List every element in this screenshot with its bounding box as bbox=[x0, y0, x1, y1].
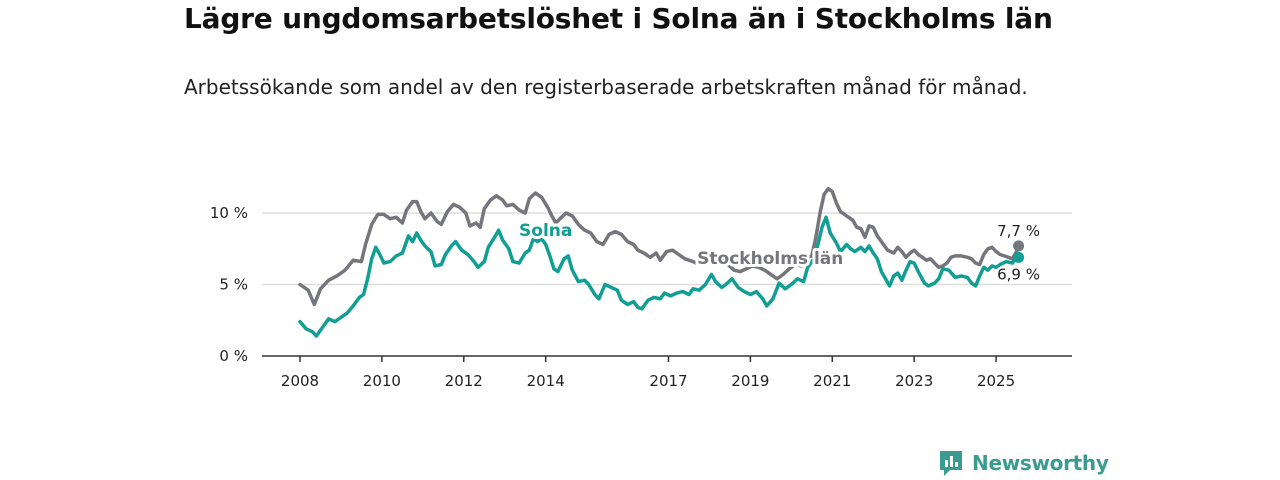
series-label-solna-halo: Solna bbox=[519, 221, 572, 241]
x-tick-label-7: 2023 bbox=[895, 372, 933, 390]
brand-name: Newsworthy bbox=[972, 451, 1109, 475]
end-value-label-solna: 6,9 % bbox=[997, 265, 1040, 283]
chart-title: Lägre ungdomsarbetslöshet i Solna än i S… bbox=[184, 2, 1053, 35]
gridlines bbox=[262, 212, 1072, 286]
x-tick-label-4: 2017 bbox=[649, 372, 687, 390]
x-tick-label-8: 2025 bbox=[977, 372, 1015, 390]
series-label-stockholm: Stockholms län bbox=[697, 249, 843, 269]
newsworthy-logo-icon bbox=[940, 451, 962, 476]
x-tick-label-2: 2012 bbox=[445, 372, 483, 390]
x-axis-ticks: 2008 2010 2012 2014 2017 2019 2021 2023 2025 bbox=[281, 356, 1015, 390]
x-tick-label-3: 2014 bbox=[527, 372, 565, 390]
y-tick-label-0: 0 % bbox=[219, 347, 248, 365]
y-tick-label-2: 10 % bbox=[210, 204, 248, 222]
series-label-solna: Solna bbox=[519, 221, 572, 241]
end-value-label-stockholm: 7,7 % bbox=[997, 222, 1040, 240]
chart-subtitle: Arbetssökande som andel av den registerb… bbox=[184, 75, 1028, 99]
y-tick-label-1: 5 % bbox=[219, 276, 248, 294]
x-tick-label-5: 2019 bbox=[731, 372, 769, 390]
series-line-stockholm bbox=[298, 186, 1021, 307]
y-axis-ticks: 0 % 5 % 10 % bbox=[210, 204, 248, 365]
x-tick-label-1: 2010 bbox=[363, 372, 401, 390]
x-tick-label-6: 2021 bbox=[813, 372, 851, 390]
end-markers: 7,7 % 6,9 % bbox=[997, 222, 1040, 283]
x-tick-label-0: 2008 bbox=[281, 372, 319, 390]
end-marker-stockholm bbox=[1013, 240, 1025, 252]
series-line-solna bbox=[298, 215, 1021, 338]
series-lines bbox=[298, 186, 1021, 338]
series-label-stockholm-halo: Stockholms län bbox=[697, 249, 843, 269]
brand: Newsworthy bbox=[938, 449, 1109, 477]
end-marker-solna bbox=[1013, 251, 1025, 263]
